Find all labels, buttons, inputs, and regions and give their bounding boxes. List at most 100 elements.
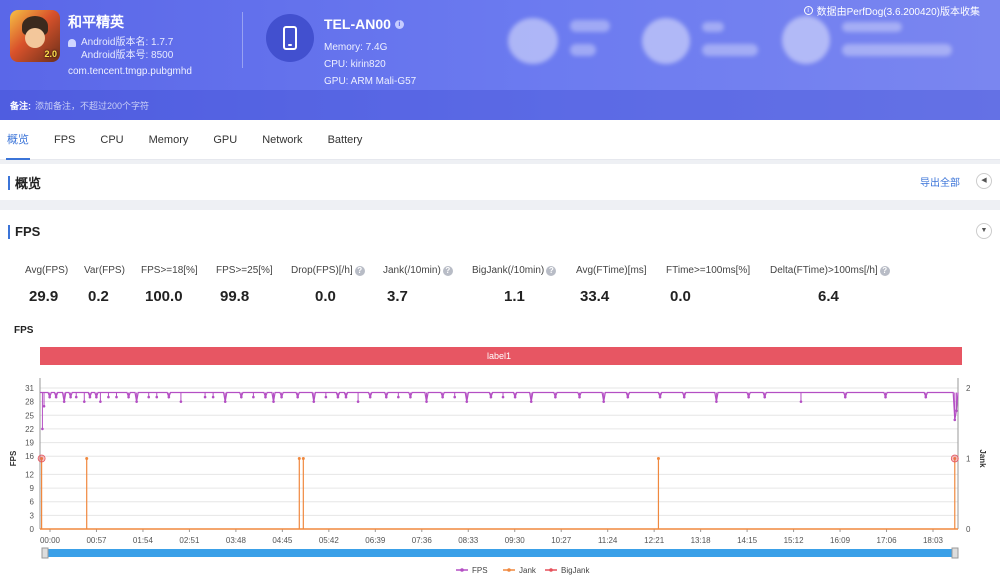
jank-point: [953, 457, 957, 460]
metric-label-text: Var(FPS): [84, 265, 125, 276]
y2-tick-label: 1: [966, 455, 971, 464]
remark-label: 备注:: [10, 100, 31, 111]
legend-label[interactable]: FPS: [472, 566, 488, 575]
x-tick-label: 09:30: [505, 536, 526, 545]
zoom-slider-track[interactable]: [44, 549, 956, 557]
metric-label-text: FPS>=18[%]: [141, 265, 198, 276]
fps-point: [312, 400, 316, 403]
metric-1: Var(FPS) 0.2: [84, 265, 125, 305]
jank-point: [656, 457, 660, 460]
jank-point: [85, 457, 89, 460]
metric-value: 29.9: [29, 288, 59, 305]
redacted-text: [842, 22, 902, 32]
fps-point: [240, 395, 243, 399]
fps-point: [127, 395, 130, 399]
x-tick-label: 00:57: [86, 536, 107, 545]
fps-point: [336, 395, 340, 399]
metric-5: Jank(/10min)? 3.7: [383, 265, 453, 305]
fps-point: [95, 395, 98, 399]
redacted-icon: [508, 18, 558, 64]
x-tick-label: 00:00: [40, 536, 61, 545]
legend-marker: [549, 568, 553, 572]
x-tick-label: 04:45: [272, 536, 293, 545]
overview-title: 概览: [8, 173, 41, 192]
x-tick-label: 16:09: [830, 536, 851, 545]
metric-2: FPS>=18[%] 100.0: [141, 265, 198, 305]
collapse-left-icon[interactable]: ◀: [976, 173, 992, 189]
device-specs: Memory: 7.4G CPU: kirin820 GPU: ARM Mali…: [324, 39, 416, 90]
tab-memory[interactable]: Memory: [148, 133, 189, 146]
fps-point: [99, 400, 102, 403]
fps-point: [953, 418, 957, 422]
x-tick-label: 06:39: [365, 536, 386, 545]
metric-label: FPS>=25[%]: [216, 265, 273, 276]
collapse-down-icon[interactable]: ▼: [976, 223, 992, 239]
fps-point: [441, 395, 444, 399]
export-all-link[interactable]: 导出全部: [920, 178, 960, 189]
tab-gpu[interactable]: GPU: [213, 133, 238, 146]
metric-value: 0.0: [670, 288, 691, 305]
tab-battery[interactable]: Battery: [327, 133, 363, 146]
x-tick-label: 12:21: [644, 536, 665, 545]
zoom-handle-right[interactable]: [951, 547, 959, 559]
x-tick-label: 03:48: [226, 536, 247, 545]
fps-point: [384, 395, 388, 399]
tab-cpu[interactable]: CPU: [100, 133, 124, 146]
fps-point: [924, 395, 928, 399]
fps-point: [344, 395, 348, 399]
data-source-text: 数据由PerfDog(3.6.200420)版本收集: [816, 7, 980, 18]
game-app-icon: 2.0: [10, 10, 60, 62]
tab-fps[interactable]: FPS: [54, 133, 76, 146]
metric-9: Delta(FTime)>100ms[/h]? 6.4: [770, 265, 890, 305]
legend-label[interactable]: Jank: [519, 566, 537, 575]
metric-value: 0.2: [88, 288, 109, 305]
header-divider: [242, 12, 243, 68]
legend-label[interactable]: BigJank: [561, 566, 590, 575]
fps-point: [179, 400, 183, 403]
tab-overview[interactable]: 概览: [0, 120, 36, 160]
help-icon[interactable]: ?: [442, 265, 453, 276]
zoom-handle-left[interactable]: [41, 547, 49, 559]
fps-point: [529, 400, 533, 403]
help-icon[interactable]: ?: [354, 265, 365, 276]
fps-panel: FPS ▼ Avg(FPS) 29.9 Var(FPS) 0.2 FPS>=18[%] 1…: [0, 210, 1000, 578]
fps-point: [167, 395, 171, 399]
metric-label: FTime>=100ms[%]: [666, 265, 750, 276]
metric-3: FPS>=25[%] 99.8: [216, 265, 273, 305]
tab-network[interactable]: Network: [262, 133, 303, 146]
metric-value: 99.8: [220, 288, 250, 305]
fps-point: [425, 400, 428, 403]
metric-label-text: Delta(FTime)>100ms[/h]: [770, 265, 878, 276]
metric-value: 6.4: [818, 288, 839, 305]
app-version-code: Android版本号: 8500: [81, 50, 174, 61]
x-tick-label: 07:36: [412, 536, 433, 545]
remark-bar: 备注: 添加备注，不超过200个字符: [0, 90, 1000, 120]
device-name-text: TEL-AN00: [324, 16, 391, 32]
app-name: 和平精英: [68, 14, 124, 30]
y2-axis-label: Jank: [978, 449, 987, 468]
remark-input[interactable]: 添加备注，不超过200个字符: [35, 100, 150, 111]
metric-label: Avg(FPS): [25, 265, 68, 276]
fps-point: [397, 395, 400, 399]
y-tick-label: 3: [30, 511, 35, 520]
fps-point: [501, 395, 505, 399]
x-tick-label: 11:24: [598, 536, 618, 545]
redacted-icon: [782, 16, 830, 64]
help-icon[interactable]: ?: [546, 265, 557, 276]
fps-point: [147, 395, 151, 399]
fps-point: [356, 400, 360, 403]
fps-point: [554, 395, 557, 399]
x-tick-label: 14:15: [737, 536, 758, 545]
metric-value: 0.0: [315, 288, 336, 305]
fps-point: [843, 395, 847, 399]
metric-label: Jank(/10min)?: [383, 265, 453, 276]
fps-point: [252, 395, 255, 399]
metric-value: 100.0: [145, 288, 183, 305]
metric-label: Var(FPS): [84, 265, 125, 276]
metric-label-text: FPS>=25[%]: [216, 265, 273, 276]
help-icon[interactable]: ?: [879, 265, 890, 276]
fps-point: [658, 395, 662, 399]
fps-point: [107, 395, 110, 399]
device-info-icon[interactable]: i: [394, 19, 404, 29]
y-tick-label: 16: [25, 452, 34, 461]
